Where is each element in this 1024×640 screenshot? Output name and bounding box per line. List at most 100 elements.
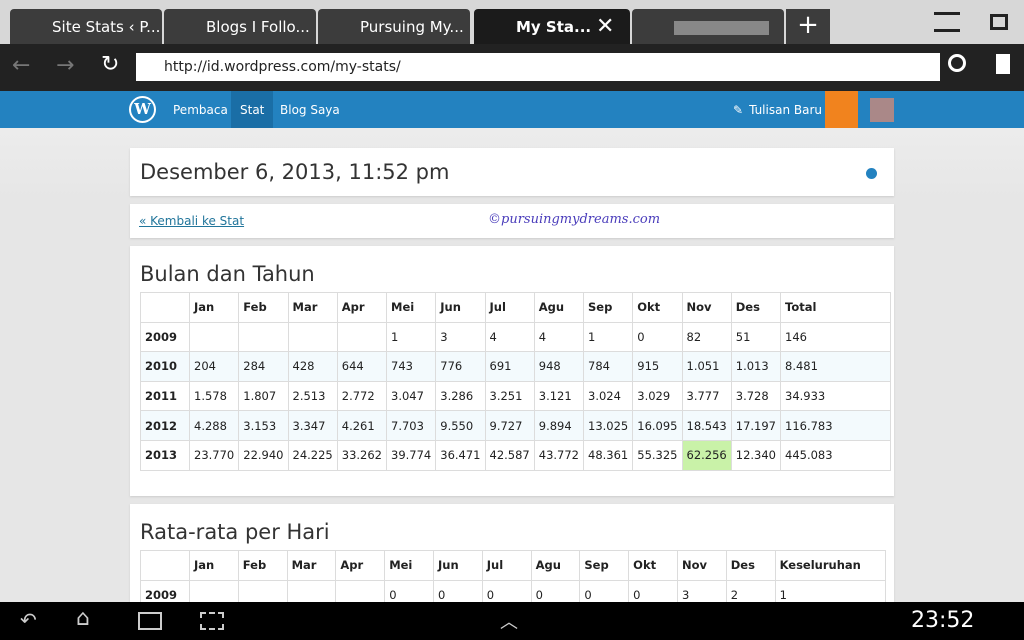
tab[interactable]: Blogs I Follo... xyxy=(164,9,316,44)
cell xyxy=(188,321,240,353)
cell: 915 xyxy=(632,351,683,382)
cell: 24.225 xyxy=(287,439,338,471)
row-header: 2010 xyxy=(140,351,190,382)
cell: 3.029 xyxy=(632,380,683,412)
cell: 0 xyxy=(632,321,683,353)
windows[interactable] xyxy=(990,14,1008,30)
reload[interactable]: ↻ xyxy=(101,52,120,77)
cell: 16.095 xyxy=(632,410,683,441)
cell: 3.153 xyxy=(238,410,289,441)
column-header: Nov xyxy=(681,292,732,323)
cell: 2.772 xyxy=(336,380,388,412)
search[interactable] xyxy=(948,54,966,72)
tab[interactable] xyxy=(632,9,784,44)
cell: 9.727 xyxy=(484,410,535,441)
column-header: Agu xyxy=(533,292,585,323)
up-button[interactable]: ︿ xyxy=(500,612,518,633)
cell: 776 xyxy=(435,351,486,382)
avatar[interactable] xyxy=(870,98,894,122)
cell: 2.513 xyxy=(287,380,338,412)
page-title: Desember 6, 2013, 11:52 pm xyxy=(140,160,450,184)
new-tab[interactable]: + xyxy=(786,9,830,44)
column-header: Mar xyxy=(286,550,337,581)
back[interactable]: ← xyxy=(12,53,31,78)
cell: 36.471 xyxy=(435,439,486,471)
column-header: Des xyxy=(730,292,782,323)
tab[interactable]: Site Stats ‹ P... xyxy=(10,9,162,44)
nav-item[interactable]: Stat xyxy=(231,91,274,128)
stats-table: Jan Feb Mar Apr Mei Jun Jul Agu Sep Okt Nov Des Tota… xyxy=(140,292,891,471)
cell: 3.286 xyxy=(435,380,486,412)
tab[interactable]: Pursuing My... xyxy=(318,9,470,44)
cell xyxy=(336,321,388,353)
column-header: Jan xyxy=(189,550,239,581)
back-button[interactable]: ↶ xyxy=(20,608,37,632)
column-header: Sep xyxy=(582,292,634,323)
screenshot-button[interactable] xyxy=(200,612,224,630)
nav-item[interactable]: Pembaca xyxy=(173,103,228,117)
cell: 4.261 xyxy=(336,410,388,441)
column-header: Jul xyxy=(481,550,532,581)
watermark: ©pursuingmydreams.com xyxy=(488,212,661,227)
table-title: Bulan dan Tahun xyxy=(140,262,315,286)
cell: 13.025 xyxy=(582,410,634,441)
column-header: Jan xyxy=(188,292,240,323)
cell: 445.083 xyxy=(780,439,891,471)
system-bar: ↶ ⌂ ︿ 23:52 xyxy=(0,602,1024,640)
forward[interactable]: → xyxy=(56,53,75,78)
close-tab[interactable]: ✕ xyxy=(596,14,615,39)
cell: 3.347 xyxy=(287,410,338,441)
cell: 51 xyxy=(730,321,782,353)
cell: 948 xyxy=(533,351,585,382)
cell: 146 xyxy=(780,321,891,353)
new-post[interactable]: ✎ Tulisan Baru xyxy=(733,103,822,117)
bookmarks[interactable] xyxy=(996,54,1010,74)
cell: 1.051 xyxy=(681,351,732,382)
column-header: Nov xyxy=(676,550,727,581)
nav-item[interactable]: Blog Saya xyxy=(280,103,340,117)
cell: 9.894 xyxy=(533,410,585,441)
row-header: 2011 xyxy=(140,380,190,412)
wp-icon xyxy=(866,168,877,179)
cell: 116.783 xyxy=(780,410,891,441)
corner-cell xyxy=(140,550,190,581)
menu[interactable] xyxy=(934,12,960,32)
row-header: 2013 xyxy=(140,439,190,471)
column-header: Apr xyxy=(336,292,388,323)
cell: 1.807 xyxy=(238,380,289,412)
column-header: Jun xyxy=(432,550,483,581)
recent-button[interactable] xyxy=(138,612,162,630)
cell: 784 xyxy=(582,351,634,382)
row-header: 2009 xyxy=(140,321,190,353)
corner-cell xyxy=(140,292,190,323)
wp-logo[interactable]: W xyxy=(129,96,156,123)
data-row: 2011 1.578 1.807 2.513 2.772 3.047 3.286 3.251 3… xyxy=(140,380,891,412)
column-header: Jun xyxy=(435,292,486,323)
cell: 18.543 xyxy=(681,410,732,441)
column-header: Feb xyxy=(238,292,289,323)
notifications[interactable] xyxy=(825,91,858,128)
column-header: Sep xyxy=(579,550,630,581)
cell: 12.340 xyxy=(730,439,782,471)
cell: 3.728 xyxy=(730,380,782,412)
home-button[interactable]: ⌂ xyxy=(76,606,90,631)
cell: 204 xyxy=(188,351,240,382)
clock: 23:52 xyxy=(911,608,975,633)
column-header: Des xyxy=(725,550,776,581)
header-row: Jan Feb Mar Apr Mei Jun Jul Agu Sep Okt Nov Des Kese… xyxy=(140,550,886,581)
cell: 3.024 xyxy=(582,380,634,412)
cell: 3 xyxy=(435,321,486,353)
cell: 8.481 xyxy=(780,351,891,382)
tab-bar: Site Stats ‹ P... Blogs I Follo... Pursu… xyxy=(0,0,1024,44)
tab[interactable]: My Sta... xyxy=(474,9,630,44)
url-field[interactable]: http://id.wordpress.com/my-stats/ xyxy=(136,53,940,81)
back-link[interactable]: « Kembali ke Stat xyxy=(139,214,245,228)
table-title: Rata-rata per Hari xyxy=(140,520,330,544)
data-row: 2009 1 3 4 4 1 0 82 51 146 xyxy=(140,321,891,353)
cell: 284 xyxy=(238,351,289,382)
cell: 1 xyxy=(385,321,437,353)
cell: 691 xyxy=(484,351,535,382)
column-header: Okt xyxy=(628,550,678,581)
cell: 1.013 xyxy=(730,351,782,382)
column-header: Okt xyxy=(632,292,683,323)
